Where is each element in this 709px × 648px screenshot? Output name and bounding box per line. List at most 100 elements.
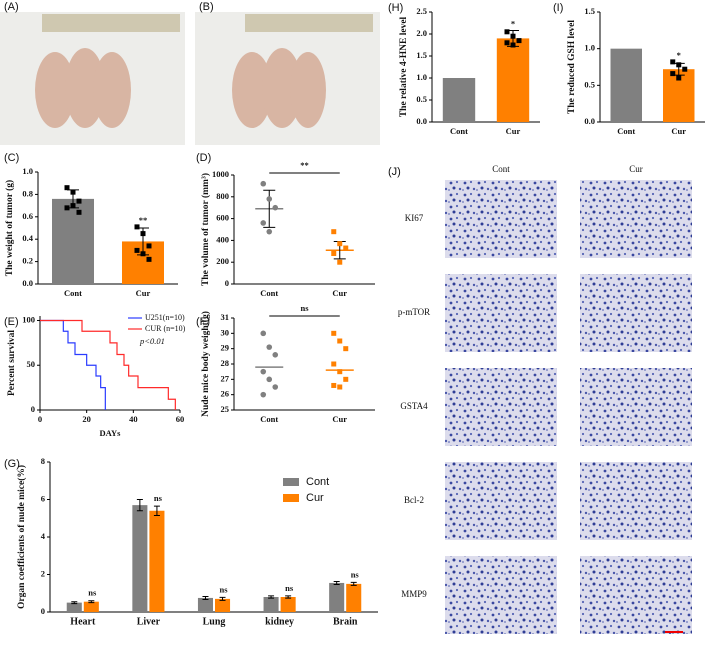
point (504, 40, 510, 46)
ihc-image (445, 462, 557, 540)
ihc-grid: Cont Cur KI67 p-mTOR GSTA4 Bcl-2 MMP9 (398, 164, 692, 634)
y-tick-label: 0.5 (584, 79, 595, 89)
point (343, 245, 349, 251)
bar (149, 510, 165, 612)
significance: ns (154, 493, 163, 503)
point (331, 229, 337, 235)
y-tick-label: 30 (221, 327, 230, 337)
error-bar (219, 596, 226, 601)
x-tick-label: Cont (617, 126, 635, 136)
panel-label: (J) (388, 166, 401, 178)
panel-label: (H) (388, 2, 403, 14)
y-tick-label: 2.0 (416, 28, 427, 38)
y-tick-label: 0 (31, 404, 35, 414)
ihc-image (580, 462, 692, 540)
photo-b (195, 12, 380, 145)
y-axis-label: Percent survival (7, 330, 17, 396)
x-tick-label: Cur (506, 126, 521, 136)
y-axis-label: Organ coefficients of nude mice(%) (16, 465, 27, 609)
legend-swatch (283, 494, 299, 502)
y-tick-label: 1.0 (416, 72, 427, 82)
point (272, 204, 279, 211)
error-bar (333, 580, 340, 585)
significance: ** (139, 215, 148, 225)
point (331, 330, 337, 336)
x-tick-label: Heart (70, 616, 96, 627)
error-bar (71, 601, 78, 605)
point (516, 38, 522, 44)
y-tick-label: 26 (221, 389, 230, 399)
y-axis-label: The volume of tumor (mm³) (200, 173, 211, 286)
point (70, 203, 76, 209)
y-tick-label: 600 (216, 213, 229, 223)
x-tick-label: 40 (129, 414, 138, 424)
bar (329, 582, 345, 612)
significance: * (677, 50, 681, 60)
y-tick-label: 0.5 (416, 94, 427, 104)
y-tick-label: 1000 (212, 169, 229, 179)
point (146, 256, 152, 262)
y-tick-label: 100 (22, 314, 35, 324)
y-tick-label: 0.0 (416, 116, 427, 126)
bar (496, 38, 530, 122)
ihc-image (445, 180, 557, 258)
point (260, 180, 267, 187)
legend-swatch (283, 478, 299, 486)
y-tick-label: 25 (221, 404, 230, 414)
point (337, 369, 343, 375)
x-tick-label: Cont (450, 126, 468, 136)
legend-label: U251(n=10) (145, 313, 185, 322)
point (337, 384, 343, 390)
ihc-image (580, 180, 692, 258)
ihc-image (580, 556, 692, 634)
significance: ns (220, 584, 229, 594)
point (670, 59, 676, 65)
panel-label: (C) (4, 152, 19, 164)
point (64, 185, 70, 191)
panel-label: (E) (4, 316, 19, 328)
bar (66, 602, 82, 612)
point (146, 243, 152, 249)
ihc-image (580, 368, 692, 446)
x-axis-label: DAYs (100, 428, 122, 438)
point (76, 198, 82, 204)
legend-label: CUR (n=10) (145, 324, 186, 333)
point (676, 62, 682, 68)
point (510, 42, 516, 48)
y-tick-label: 4 (41, 531, 46, 541)
row-label: MMP9 (401, 589, 427, 599)
y-tick-label: 2.5 (416, 6, 427, 16)
point (343, 346, 349, 352)
x-tick-label: Cur (332, 288, 347, 298)
point (260, 391, 267, 398)
y-tick-label: 0.4 (22, 233, 33, 243)
row-label: KI67 (405, 213, 424, 223)
row-label: Bcl-2 (404, 495, 424, 505)
error-bar (268, 595, 275, 599)
panel-label: (G) (4, 458, 20, 470)
y-tick-label: 0.6 (22, 211, 33, 221)
x-tick-label: Cur (332, 414, 347, 424)
y-tick-label: 28 (221, 358, 230, 368)
significance: ns (88, 588, 97, 598)
point (260, 330, 267, 337)
x-tick-label: Brain (333, 616, 358, 627)
row-label: p-mTOR (398, 307, 430, 317)
panel-label: (I) (553, 2, 563, 14)
photo-a (0, 12, 185, 145)
y-tick-label: 31 (221, 312, 230, 322)
x-tick-label: Cur (136, 288, 151, 298)
panel-label: (D) (196, 152, 211, 164)
point (331, 250, 337, 256)
error-bar (202, 595, 209, 600)
y-tick-label: 0.8 (22, 188, 33, 198)
point (343, 376, 349, 382)
significance: * (511, 18, 515, 28)
panel-label: (F) (196, 316, 210, 328)
y-tick-label: 1.0 (22, 166, 33, 176)
y-axis-label: The relative 4-HNE level (399, 16, 409, 117)
column-label: Cont (492, 164, 510, 174)
y-tick-label: 1.5 (416, 50, 427, 60)
y-axis-label: Nude mice body weight(g) (200, 311, 211, 417)
